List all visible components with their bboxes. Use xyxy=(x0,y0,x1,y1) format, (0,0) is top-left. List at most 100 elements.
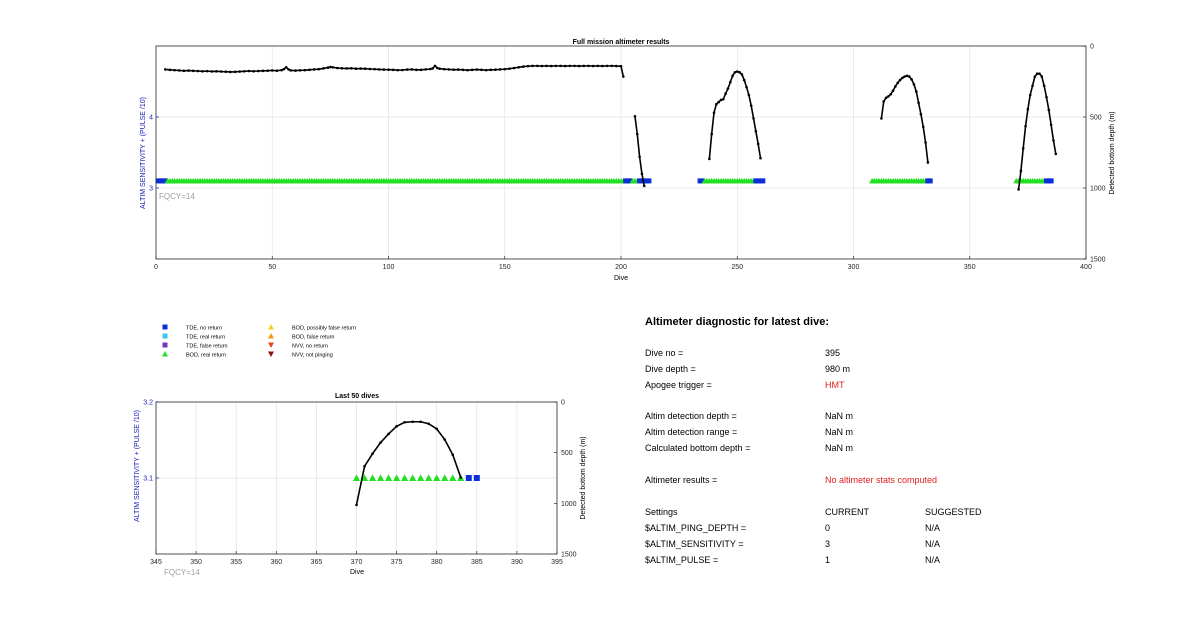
bottom-depth-point xyxy=(238,70,241,73)
bottom-depth-point xyxy=(880,117,883,120)
legend-marker xyxy=(162,351,168,357)
legend-marker xyxy=(162,333,168,339)
bottom-depth-point xyxy=(187,69,190,72)
bod-real-return-marker xyxy=(409,474,417,481)
bottom-depth-point xyxy=(633,114,637,118)
bottom-depth-point xyxy=(282,67,286,71)
bottom-depth-point xyxy=(554,64,558,68)
bottom-depth-point xyxy=(919,112,923,116)
bottom-depth-point xyxy=(484,68,488,72)
c1-fqcy-annotation: FQCY=14 xyxy=(159,192,195,201)
c2-title: Last 50 dives xyxy=(335,393,379,400)
bod-real-return-marker xyxy=(401,474,409,481)
bottom-depth-point xyxy=(573,64,576,68)
legend-label: TDE, real return xyxy=(186,335,225,341)
bottom-depth-point xyxy=(896,81,899,85)
bottom-depth-point xyxy=(252,69,255,73)
diag-row-apogee-trigger: Apogee trigger = HMT xyxy=(645,380,1165,394)
bottom-depth-point xyxy=(512,66,516,70)
setting-label: $ALTIM_PING_DEPTH = xyxy=(645,523,747,533)
c1-plot-data xyxy=(155,64,1058,191)
bottom-depth-point xyxy=(475,68,479,71)
bottom-depth-point xyxy=(503,67,507,71)
y2-tick-label: 1000 xyxy=(561,501,577,508)
bottom-depth-point xyxy=(735,70,739,73)
bottom-depth-point xyxy=(433,64,437,68)
bottom-depth-point xyxy=(921,125,925,129)
bottom-depth-point xyxy=(456,68,460,71)
setting-suggested: N/A xyxy=(925,539,941,549)
x-tick-label: 250 xyxy=(731,264,743,271)
bottom-depth-point xyxy=(224,70,228,74)
bottom-depth-point xyxy=(1049,123,1053,127)
bottom-depth-point xyxy=(622,75,625,78)
bottom-depth-point xyxy=(898,78,902,82)
y2-tick-label: 1500 xyxy=(1090,257,1106,264)
y2-tick-label: 500 xyxy=(1090,115,1102,122)
bottom-depth-point xyxy=(745,85,748,89)
bottom-depth-point xyxy=(1024,124,1027,128)
bottom-depth-point xyxy=(715,102,718,106)
legend-marker xyxy=(268,324,274,330)
tde-no-return-marker xyxy=(465,475,472,481)
diagnostic-title: Altimeter diagnostic for latest dive: xyxy=(645,316,829,328)
bottom-depth-point xyxy=(363,465,366,468)
bottom-depth-point xyxy=(914,90,918,93)
bottom-depth-point xyxy=(396,68,400,72)
bottom-depth-point xyxy=(733,70,737,74)
tde-no-return-marker xyxy=(760,178,766,184)
bottom-depth-point xyxy=(298,68,302,72)
bottom-depth-point xyxy=(287,68,290,71)
setting-label: $ALTIM_SENSITIVITY = xyxy=(645,539,744,549)
bottom-depth-point xyxy=(354,67,358,71)
legend-label: NVV, no return xyxy=(292,344,328,350)
c1-ticks: 0 50 100 150 200 250 300 350 400 3 4 0 500 1000 1500 xyxy=(149,44,1106,272)
bottom-depth-point xyxy=(410,68,414,71)
bottom-depth-point xyxy=(363,67,367,71)
bottom-depth-point xyxy=(710,132,713,136)
bottom-depth-point xyxy=(377,68,381,71)
diag-row-dive-no: Dive no = 395 xyxy=(645,348,1165,362)
x-tick-label: 390 xyxy=(511,559,523,566)
bottom-depth-point xyxy=(303,68,307,72)
bottom-depth-point xyxy=(243,69,246,73)
bottom-depth-point xyxy=(540,64,544,68)
bottom-depth-point xyxy=(742,78,746,82)
x-tick-label: 355 xyxy=(230,559,242,566)
bottom-depth-point xyxy=(419,420,422,424)
bottom-depth-point xyxy=(168,68,172,72)
c2-y2-axis-label: Detected bottom depth (m) xyxy=(580,436,587,519)
bottom-depth-point xyxy=(1045,95,1048,99)
bottom-depth-point xyxy=(924,141,927,144)
tde-no-return-marker xyxy=(927,178,933,184)
legend: TDE, no return TDE, real return TDE, false… xyxy=(162,324,356,359)
bottom-depth-point xyxy=(391,68,395,72)
bottom-depth-point xyxy=(229,70,232,74)
bottom-depth-line xyxy=(634,116,646,187)
legend-marker xyxy=(162,342,168,348)
setting-row-ping-depth: $ALTIM_PING_DEPTH = 0 N/A xyxy=(645,523,1165,537)
bottom-depth-point xyxy=(329,65,332,69)
bottom-depth-point xyxy=(368,67,372,71)
x-tick-label: 360 xyxy=(270,559,282,566)
bottom-depth-point xyxy=(1017,188,1020,191)
x-tick-label: 0 xyxy=(154,264,158,271)
bottom-depth-point xyxy=(717,100,720,104)
bottom-depth-point xyxy=(401,68,404,72)
bottom-depth-point xyxy=(431,67,434,70)
diag-label: Altim detection range = xyxy=(645,427,738,437)
bottom-depth-point xyxy=(731,74,734,78)
bottom-depth-point xyxy=(1040,75,1044,78)
x-tick-label: 365 xyxy=(311,559,323,566)
bottom-depth-line xyxy=(355,420,462,506)
bottom-depth-point xyxy=(275,69,279,73)
bottom-depth-point xyxy=(326,66,330,69)
bottom-depth-point xyxy=(447,68,451,71)
y2-tick-label: 500 xyxy=(561,450,573,457)
x-tick-label: 50 xyxy=(268,264,276,271)
diag-value: 980 m xyxy=(825,364,851,374)
setting-current: 0 xyxy=(825,523,831,533)
bottom-depth-point xyxy=(1028,93,1032,97)
diag-value-alert: HMT xyxy=(825,380,845,390)
